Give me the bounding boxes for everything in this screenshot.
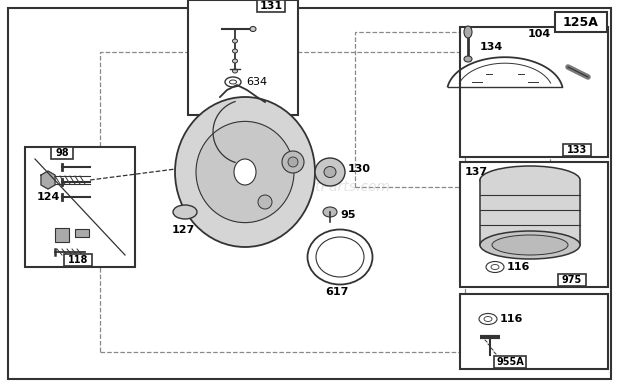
Bar: [460, 27, 608, 157]
Bar: [257, 0, 285, 12]
Ellipse shape: [175, 97, 315, 247]
Text: 104: 104: [528, 29, 551, 39]
Text: 118: 118: [68, 255, 88, 265]
Text: 137: 137: [465, 167, 488, 177]
Ellipse shape: [173, 205, 197, 219]
Bar: [494, 356, 526, 368]
Text: 133: 133: [567, 145, 587, 155]
Bar: [25, 147, 135, 267]
Text: 131: 131: [259, 1, 283, 11]
Bar: [558, 274, 586, 286]
Text: 634: 634: [246, 77, 267, 87]
Polygon shape: [41, 171, 55, 189]
Bar: [188, 0, 298, 115]
Ellipse shape: [232, 39, 237, 43]
Ellipse shape: [480, 231, 580, 259]
Bar: [64, 254, 92, 266]
Text: 98: 98: [55, 148, 69, 158]
Text: 124: 124: [37, 192, 60, 202]
Ellipse shape: [258, 195, 272, 209]
Bar: [563, 144, 591, 156]
Ellipse shape: [492, 235, 568, 255]
Bar: [100, 52, 465, 352]
Ellipse shape: [464, 26, 472, 38]
Text: 116: 116: [500, 314, 523, 324]
Ellipse shape: [323, 207, 337, 217]
Ellipse shape: [196, 122, 294, 223]
Bar: [51, 147, 73, 159]
Text: 116: 116: [507, 262, 530, 272]
Text: 95: 95: [340, 210, 355, 220]
Bar: [460, 294, 608, 369]
Bar: [75, 229, 89, 237]
Text: 955A: 955A: [496, 357, 524, 367]
Ellipse shape: [464, 56, 472, 62]
Polygon shape: [480, 180, 580, 245]
Ellipse shape: [234, 159, 256, 185]
Bar: [55, 228, 69, 242]
Bar: [460, 162, 608, 287]
Ellipse shape: [232, 59, 237, 63]
Text: 130: 130: [348, 164, 371, 174]
Ellipse shape: [282, 151, 304, 173]
Text: 127: 127: [171, 225, 195, 235]
Text: 134: 134: [480, 42, 503, 52]
Ellipse shape: [324, 166, 336, 178]
Bar: [555, 12, 607, 32]
Ellipse shape: [250, 26, 256, 31]
Text: 617: 617: [326, 287, 348, 297]
Text: 125A: 125A: [563, 15, 599, 29]
Text: 975: 975: [562, 275, 582, 285]
Ellipse shape: [480, 166, 580, 194]
Ellipse shape: [288, 157, 298, 167]
Text: ReplacementParts.com: ReplacementParts.com: [229, 180, 391, 194]
Ellipse shape: [232, 49, 237, 53]
Ellipse shape: [232, 69, 237, 73]
Bar: [355, 32, 550, 187]
Ellipse shape: [315, 158, 345, 186]
